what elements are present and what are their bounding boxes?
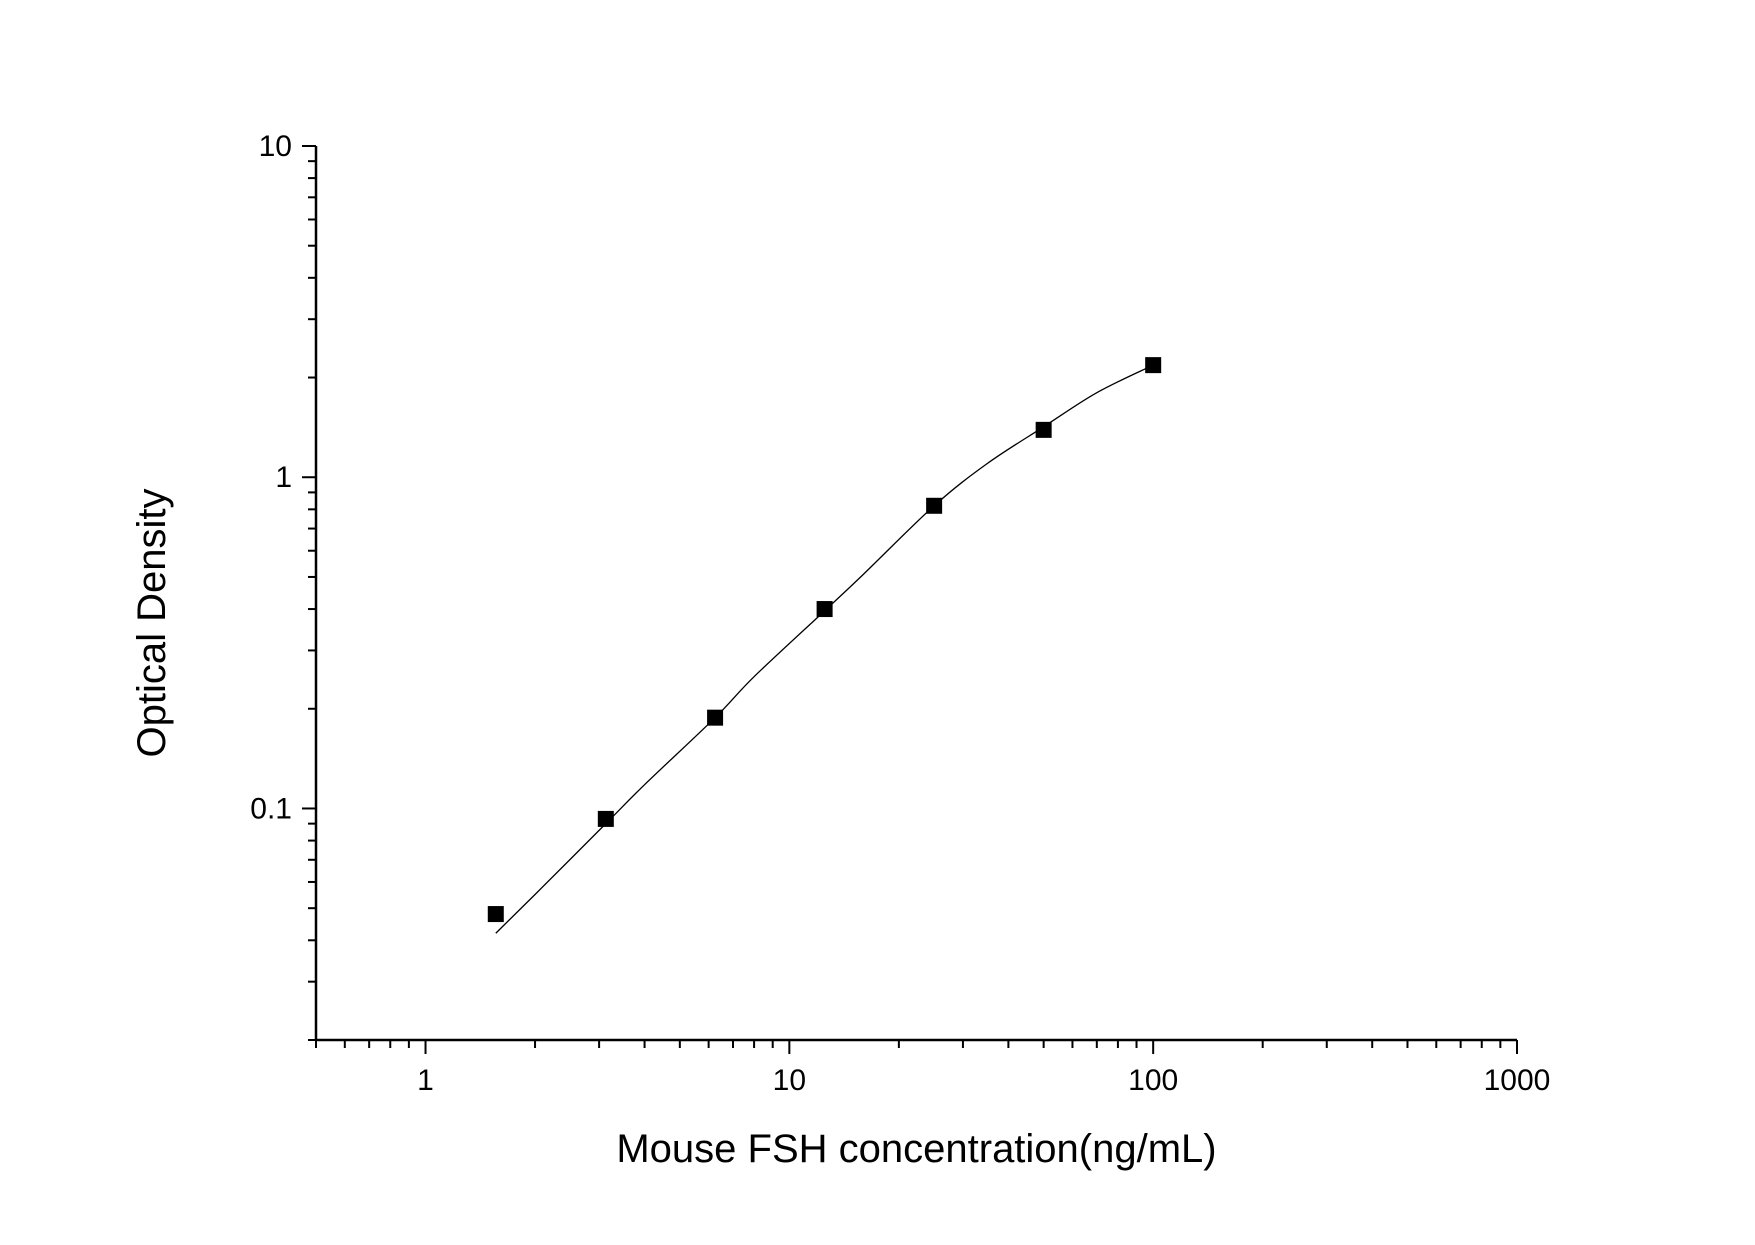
tick-labels: 1 10 100 1000 0.1 1 10 (250, 130, 1550, 1097)
y-tick-label: 1 (275, 461, 292, 494)
y-tick-label: 0.1 (250, 792, 292, 825)
axes (314, 146, 1517, 1042)
data-point (816, 601, 833, 618)
y-axis-title: Optical Density (130, 489, 174, 758)
data-point (926, 497, 943, 514)
x-tick-label: 100 (1128, 1064, 1178, 1097)
data-point (597, 810, 614, 827)
x-axis-title: Mouse FSH concentration(ng/mL) (616, 1127, 1216, 1171)
data-point (1035, 421, 1052, 438)
fit-curve-layer (495, 364, 1154, 934)
data-point (487, 906, 504, 923)
x-tick-label: 1000 (1484, 1064, 1551, 1097)
ticks (302, 145, 1518, 1054)
data-points (487, 357, 1162, 923)
x-tick-label: 10 (773, 1064, 806, 1097)
fit-curve-line (495, 364, 1154, 934)
x-tick-label: 1 (417, 1064, 434, 1097)
data-point (1145, 357, 1162, 374)
y-tick-label: 10 (259, 130, 292, 163)
data-point (707, 709, 724, 726)
